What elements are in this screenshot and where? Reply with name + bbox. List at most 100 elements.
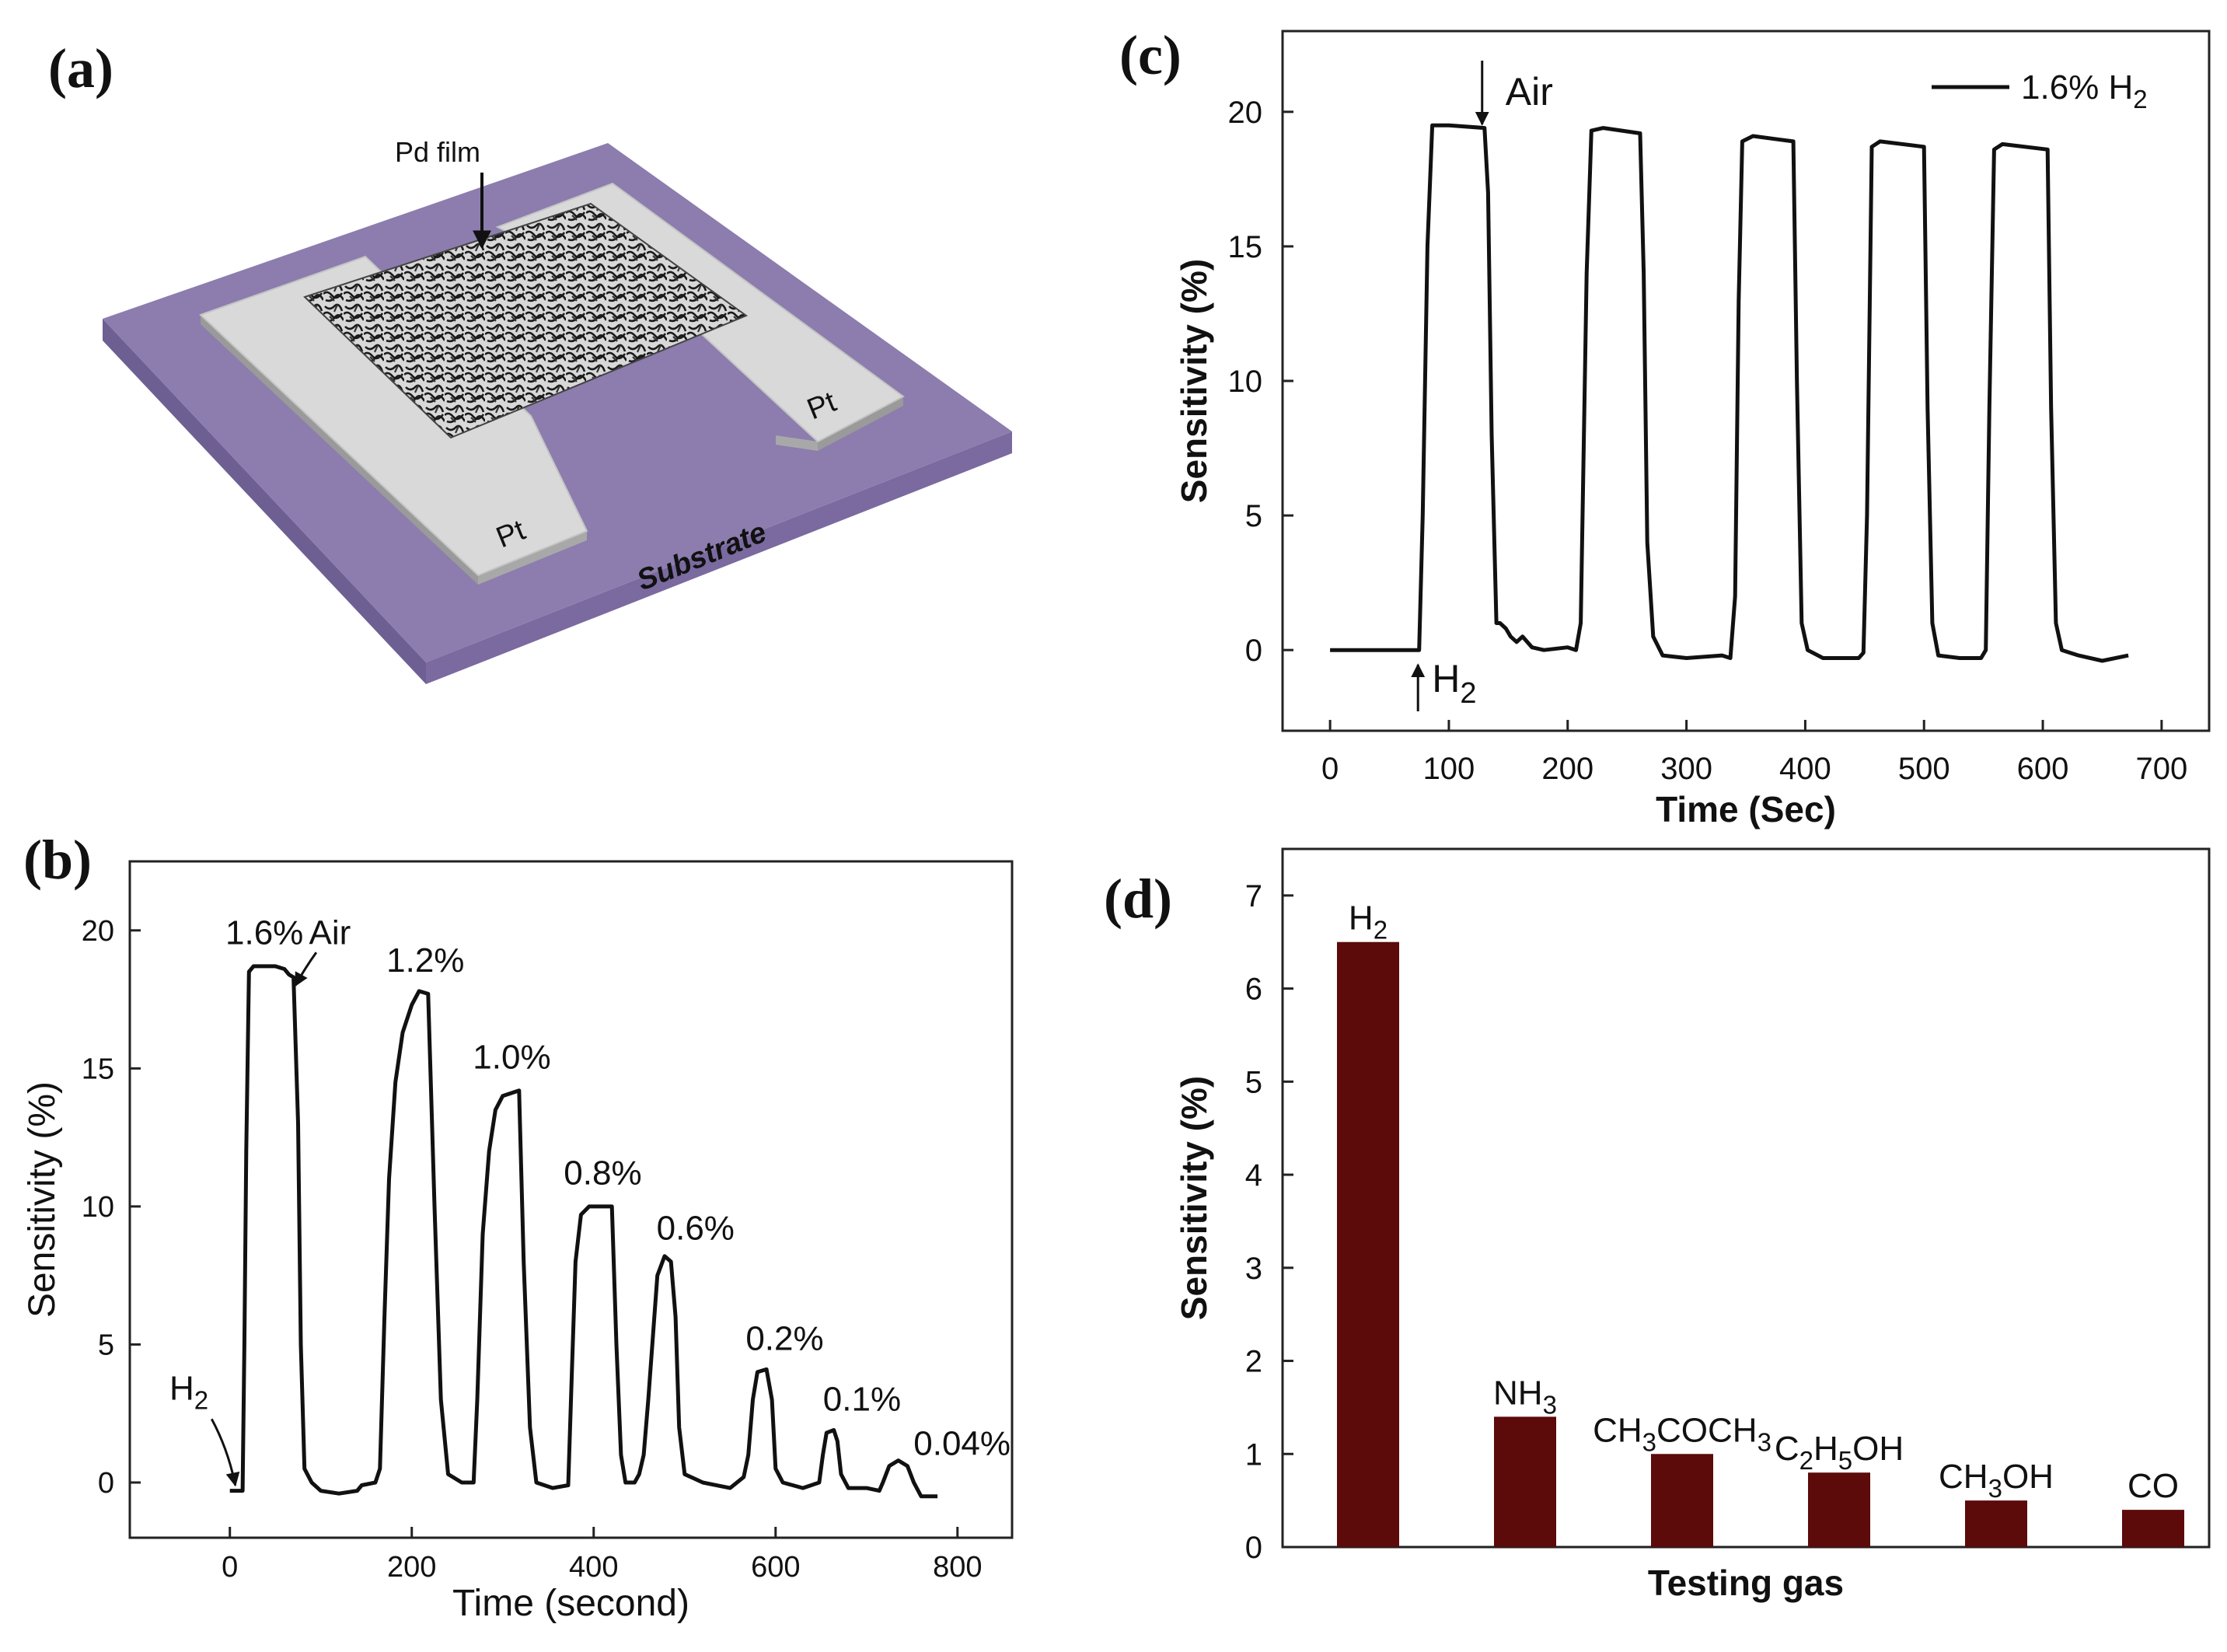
- chart-d-bar-label: H2: [1349, 899, 1388, 945]
- chart-b-annotation: 1.6%: [225, 914, 303, 952]
- chart-d-ytick-label: 2: [1245, 1345, 1262, 1379]
- chart-b-xtick-label: 400: [569, 1551, 618, 1584]
- panel-d-label: (d): [1104, 868, 1172, 930]
- electrode-right-side: [776, 435, 818, 451]
- chart-c-xtick-label: 100: [1423, 752, 1475, 786]
- chart-d-bar-label-part-1: 3: [1988, 1474, 2002, 1503]
- chart-c-xtick-label: 0: [1321, 752, 1339, 786]
- chart-c-legend-label-part-1: 2: [2133, 85, 2147, 114]
- pd-film: [303, 202, 749, 439]
- electrode-left-side: [201, 315, 478, 585]
- chart-d-bar: [1651, 1454, 1713, 1547]
- chart-d-bar-label-part-4: OH: [1852, 1430, 1904, 1468]
- chart-b-air-arrow: [294, 952, 318, 987]
- chart-b-annotation: 0.6%: [657, 1209, 735, 1247]
- chart-b-h2-label: H2: [169, 1369, 208, 1414]
- chart-b-annotation: Air: [309, 914, 351, 952]
- pd-film-label: Pd film: [395, 136, 480, 168]
- chart-c-xtick-label: 700: [2135, 752, 2187, 786]
- chart-b-ytick-label: 5: [98, 1329, 114, 1361]
- substrate-side-left: [103, 319, 426, 684]
- chart-b-frame: [128, 860, 1014, 1539]
- chart-b-annotation: 0.04%: [913, 1424, 1011, 1462]
- electrode-left-side2: [478, 531, 587, 585]
- chart-d-ytick-label: 6: [1245, 973, 1262, 1007]
- chart-c-h2-label-part-1: 2: [1460, 677, 1476, 710]
- chart-d-bar: [1337, 941, 1399, 1547]
- chart-b-series: [229, 964, 938, 1499]
- chart-d-bar-label: C2H5OH: [1775, 1430, 1904, 1475]
- chart-b-xtick-label: 0: [222, 1551, 238, 1584]
- chart-c-xtick-label: 200: [1541, 752, 1593, 786]
- panel-a-label: (a): [48, 37, 113, 100]
- chart-b-annotation: 0.1%: [823, 1381, 901, 1419]
- chart-c-h2-label-part-0: H: [1432, 657, 1460, 700]
- chart-b-ytick-label: 10: [82, 1191, 114, 1224]
- chart-d-ytick-label: 0: [1245, 1531, 1262, 1565]
- panel-b: (b) 0 200 400 600 800 0 5 10 15 20 Time (second) Se…: [22, 829, 1014, 1624]
- chart-d-bar-label-part-1: 2: [1374, 916, 1388, 945]
- chart-d-bar: [2122, 1510, 2184, 1547]
- chart-d-frame: [1281, 847, 2211, 1549]
- chart-b-ytick-label: 15: [82, 1053, 114, 1085]
- chart-c-ytick-label: 10: [1228, 365, 1263, 399]
- chart-d-bar-label-part-0: H: [1349, 899, 1374, 938]
- chart-b-annotation: 1.0%: [473, 1038, 550, 1076]
- chart-c-h2-label: H2: [1432, 657, 1476, 710]
- chart-b-ylabel: Sensitivity (%): [22, 1081, 63, 1318]
- panel-a: (a) Pd film Pt Pt Substra: [48, 37, 1012, 684]
- chart-d-bar-label-part-0: CH: [1939, 1458, 1988, 1496]
- chart-d-bar-label-part-3: 3: [1758, 1427, 1771, 1456]
- chart-d-bar-label: CO: [2128, 1467, 2179, 1505]
- panel-c: (c) 0 100 200 300 400 500 600 700 0 5 10 15 20 Time (…: [1119, 24, 2211, 829]
- chart-c: 0 100 200 300 400 500 600 700 0 5 10 15 20 Time (Sec)…: [1174, 30, 2211, 829]
- chart-c-legend-label: 1.6% H2: [2021, 68, 2148, 114]
- chart-b-ytick-label: 20: [82, 915, 114, 948]
- chart-d-bar-label-part-2: H: [1813, 1430, 1838, 1468]
- chart-b-h2-arrow: [210, 1418, 240, 1487]
- chart-c-series: [1330, 123, 2129, 663]
- electrode-right-side2: [818, 396, 903, 451]
- chart-d-bar: [1965, 1500, 2027, 1547]
- chart-c-xtick-label: 500: [1898, 752, 1950, 786]
- chart-b-xtick-label: 600: [751, 1551, 800, 1584]
- chart-b-annotation: 1.2%: [386, 941, 464, 980]
- chart-d-bar-label: NH3: [1493, 1374, 1557, 1419]
- chart-b-ytick-label: 0: [98, 1467, 114, 1500]
- chart-d-ytick-label: 5: [1245, 1065, 1262, 1099]
- chart-b: 0 200 400 600 800 0 5 10 15 20 Time (second) Sensit…: [22, 860, 1014, 1624]
- chart-d-bar: [1494, 1416, 1556, 1547]
- chart-d-bar-label-part-0: CH: [1593, 1411, 1642, 1449]
- chart-d-bar-label-part-1: 3: [1543, 1390, 1557, 1419]
- substrate-side-right: [426, 431, 1012, 684]
- chart-c-xlabel: Time (Sec): [1656, 789, 1836, 829]
- panel-b-label: (b): [23, 829, 92, 891]
- chart-d-bar-label: CH3COCH3: [1593, 1411, 1771, 1456]
- chart-b-xtick-label: 200: [387, 1551, 436, 1584]
- chart-d-ytick-label: 7: [1245, 879, 1262, 913]
- chart-d-bar-label-part-0: C: [1775, 1430, 1799, 1468]
- electrode-left: [199, 255, 588, 577]
- chart-c-ytick-label: 0: [1245, 634, 1262, 668]
- chart-c-legend-label-part-0: 1.6% H: [2021, 68, 2133, 107]
- chart-d-bar-label-part-2: COCH: [1656, 1411, 1758, 1449]
- chart-d-ytick-label: 3: [1245, 1252, 1262, 1286]
- chart-c-ylabel: Sensitivity (%): [1174, 259, 1214, 503]
- chart-c-air-label: Air: [1506, 70, 1553, 114]
- panel-c-label: (c): [1119, 24, 1182, 86]
- chart-c-ytick-label: 5: [1245, 499, 1262, 533]
- chart-c-xtick-label: 400: [1779, 752, 1831, 786]
- chart-b-h2-label-part-1: 2: [194, 1385, 208, 1414]
- chart-d-bar-label-part-0: NH: [1493, 1374, 1543, 1412]
- chart-d-ylabel: Sensitivity (%): [1174, 1076, 1214, 1320]
- chart-b-h2-label-part-0: H: [169, 1369, 194, 1407]
- chart-c-ytick-label: 20: [1228, 96, 1263, 130]
- chart-d-bar-label-part-1: 3: [1642, 1427, 1656, 1456]
- chart-b-annotation: 0.2%: [745, 1320, 823, 1358]
- chart-d-xlabel: Testing gas: [1648, 1563, 1844, 1603]
- chart-b-xtick-label: 800: [933, 1551, 982, 1584]
- chart-d-bar-label-part-3: 5: [1838, 1446, 1852, 1475]
- chart-d-bar: [1808, 1472, 1870, 1547]
